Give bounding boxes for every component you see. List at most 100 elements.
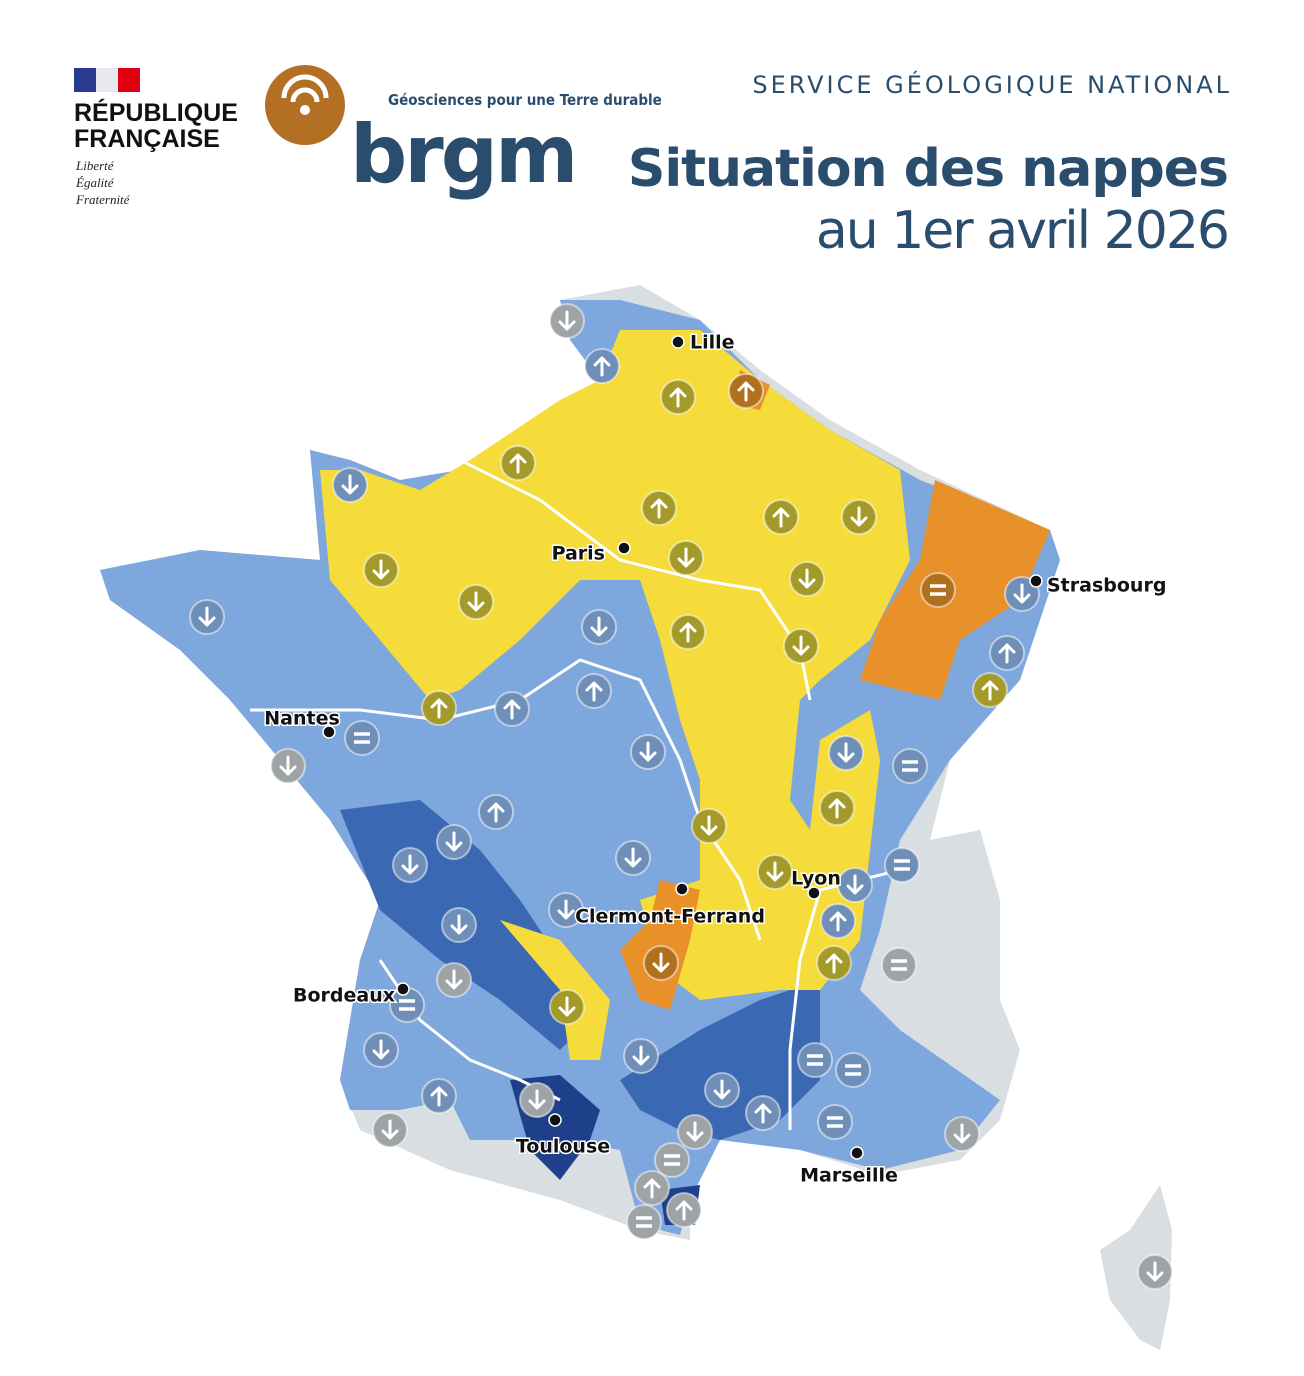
trend-icon-glyph: [807, 1054, 823, 1066]
trend-icon-glyph: [679, 622, 697, 643]
trend-icon-glyph: [354, 732, 370, 744]
trend-icon-glyph: [829, 911, 847, 932]
trend-icon-glyph: [845, 1064, 861, 1076]
trend-icon-bg: [797, 1042, 833, 1078]
motto: Liberté: [75, 158, 115, 173]
trend-icon: [519, 1082, 555, 1118]
trend-icon-glyph: [487, 802, 505, 823]
trend-icon-glyph: [1013, 583, 1031, 604]
brgm-arc: [290, 87, 320, 103]
trend-icon: [884, 847, 920, 883]
city-dot: [675, 882, 689, 896]
subtitle: au 1er avril 2026: [816, 201, 1228, 261]
trend-icon-glyph: [713, 1079, 731, 1100]
trend-icon: [837, 867, 873, 903]
trend-icons: [189, 303, 1173, 1290]
motto: Fraternité: [75, 192, 131, 207]
city-dot: [850, 1146, 864, 1160]
city-label: Marseille: [800, 1165, 898, 1187]
trend-icon: [549, 989, 585, 1025]
trend-icon-glyph: [754, 1103, 772, 1124]
trend-icon: [728, 373, 764, 409]
trend-icon-glyph: [902, 760, 918, 772]
trend-icon: [634, 1170, 670, 1206]
city-dot: [671, 335, 685, 349]
trend-icon-glyph: [894, 859, 910, 871]
flag-white: [96, 68, 118, 92]
trend-icon-glyph: [664, 1154, 680, 1166]
trend-icon: [972, 672, 1008, 708]
trend-icon-glyph: [198, 606, 216, 627]
trend-icon-glyph: [953, 1123, 971, 1144]
republique-line2: FRANÇAISE: [74, 125, 220, 153]
trend-icon: [704, 1072, 740, 1108]
brgm-logo: Géosciences pour une Terre durable brgm: [265, 65, 662, 201]
trend-icon: [389, 987, 425, 1023]
city-dot: [322, 725, 336, 739]
trend-icon: [615, 840, 651, 876]
brgm-tagline: Géosciences pour une Terre durable: [388, 91, 662, 109]
city-label: Bordeaux: [293, 985, 395, 1007]
trend-icon: [641, 490, 677, 526]
trend-icon-glyph: [558, 310, 576, 331]
river: [250, 458, 901, 1130]
brgm-arc: [281, 74, 329, 99]
trend-icon-glyph: [891, 959, 907, 971]
trend-icon-glyph: [700, 815, 718, 836]
trend-icon-glyph: [509, 453, 527, 474]
trend-icon: [944, 1116, 980, 1152]
trend-icon: [1137, 1254, 1173, 1290]
trend-icon: [745, 1095, 781, 1131]
trend-icon-glyph: [467, 591, 485, 612]
trend-icon: [892, 748, 928, 784]
map: Lille Paris Strasbourg Nantes Lyon Clermont-F…: [100, 285, 1173, 1350]
city-label: Lille: [690, 332, 735, 354]
city-label: Nantes: [264, 708, 340, 730]
trend-icon-glyph: [643, 1178, 661, 1199]
trend-icon-glyph: [669, 387, 687, 408]
trend-icon-glyph: [981, 680, 999, 701]
trend-icon: [797, 1042, 833, 1078]
trend-icon-glyph: [381, 1119, 399, 1140]
trend-icon-glyph: [686, 1121, 704, 1142]
trend-icon: [757, 854, 793, 890]
city-dot: [617, 541, 631, 555]
trend-icon: [584, 348, 620, 384]
trend-icon: [421, 1078, 457, 1114]
trend-icon: [920, 572, 956, 608]
trend-icon: [494, 691, 530, 727]
trend-icon-bg: [884, 847, 920, 883]
trend-icon: [332, 467, 368, 503]
city-dot: [1029, 574, 1043, 588]
map-region-orange: [620, 370, 1050, 1010]
trend-icon-glyph: [593, 356, 611, 377]
map-region-yellow: [320, 330, 1170, 1300]
trend-icon: [458, 584, 494, 620]
city-label: Paris: [552, 543, 605, 565]
trend-icon: [841, 499, 877, 535]
trend-icon: [270, 748, 306, 784]
trend-icon: [816, 945, 852, 981]
trend-icon: [344, 720, 380, 756]
trend-icon-bg: [892, 748, 928, 784]
trend-icon-glyph: [528, 1089, 546, 1110]
trend-icon: [189, 599, 225, 635]
trend-icon-glyph: [652, 952, 670, 973]
trend-icon-glyph: [677, 547, 695, 568]
trend-icon-glyph: [558, 996, 576, 1017]
trend-icon-glyph: [1146, 1261, 1164, 1282]
city-label: Toulouse: [516, 1136, 610, 1158]
trend-icon: [500, 445, 536, 481]
trend-icon: [763, 499, 799, 535]
trend-icon-glyph: [827, 1116, 843, 1128]
trend-icon: [820, 903, 856, 939]
trend-icon-glyph: [792, 635, 810, 656]
trend-icon-glyph: [632, 1045, 650, 1066]
trend-icon-bg: [654, 1142, 690, 1178]
map-region-dark-blue: [340, 800, 820, 1140]
trend-icon-glyph: [430, 1086, 448, 1107]
city-dot: [548, 1113, 562, 1127]
trend-icon-glyph: [372, 1039, 390, 1060]
trend-icon-glyph: [624, 847, 642, 868]
